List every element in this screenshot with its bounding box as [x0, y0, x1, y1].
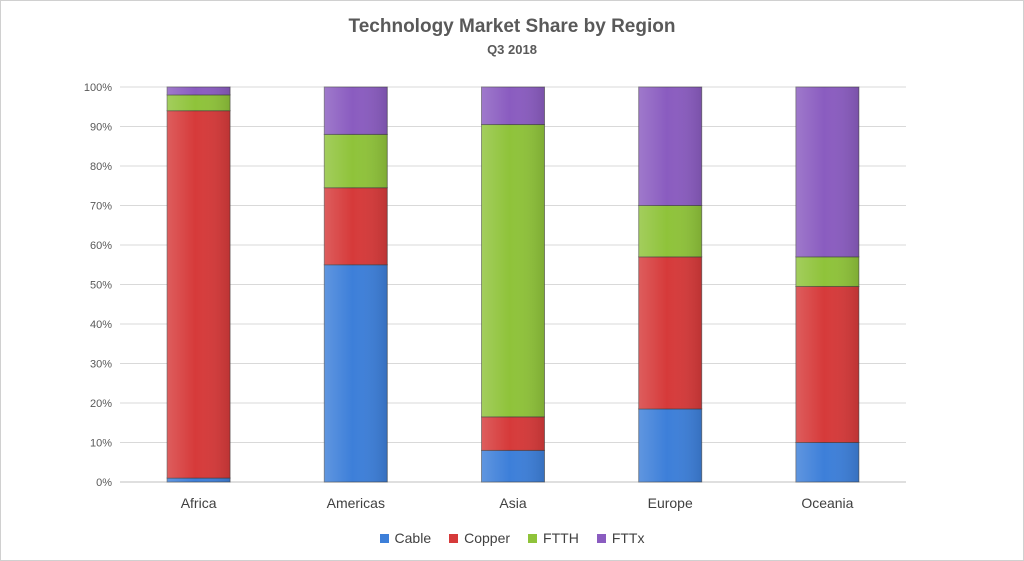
legend-swatch: [449, 534, 459, 543]
bar-shading: [795, 286, 859, 443]
legend-label: Cable: [394, 530, 432, 546]
bar-shading: [795, 87, 859, 257]
legend-item-ftth: FTTH: [528, 530, 579, 546]
bar-shading: [638, 87, 702, 206]
legend-item-fttx: FTTx: [596, 530, 645, 546]
bar-shading: [167, 94, 231, 111]
bar-shading: [324, 187, 388, 265]
legend-label: FTTx: [611, 530, 645, 546]
bar-shading: [324, 87, 388, 135]
bars: [166, 86, 860, 483]
bar-shading: [324, 134, 388, 188]
y-tick-label: 10%: [90, 438, 112, 450]
y-tick-label: 40%: [90, 319, 112, 331]
legend-label: Copper: [464, 530, 511, 546]
x-category-label: Asia: [499, 495, 526, 511]
bar-shading: [167, 478, 231, 482]
bar-shading: [795, 256, 859, 287]
legend: Cable Copper FTTH FTTx: [0, 530, 1024, 546]
x-category-label: Europe: [648, 495, 693, 511]
y-tick-label: 0%: [96, 477, 112, 489]
x-category-label: Oceania: [801, 495, 853, 511]
legend-swatch: [596, 534, 606, 543]
legend-swatch: [528, 534, 538, 543]
x-category-label: Americas: [327, 495, 385, 511]
y-tick-label: 30%: [90, 359, 112, 371]
x-category-label: Africa: [181, 495, 217, 511]
bar-shading: [481, 416, 545, 451]
bar-shading: [167, 87, 231, 95]
bar-shading: [481, 124, 545, 417]
legend-swatch: [379, 534, 389, 543]
y-tick-label: 50%: [90, 280, 112, 292]
x-axis-labels: Africa Americas Asia Europe Oceania: [181, 495, 854, 511]
bar-shading: [481, 87, 545, 125]
bar-shading: [795, 442, 859, 482]
y-axis-ticks: 0% 10% 20% 30% 40% 50% 60% 70% 80% 90% 100%: [84, 82, 112, 489]
y-tick-label: 70%: [90, 201, 112, 213]
y-tick-label: 100%: [84, 82, 112, 94]
chart-subtitle: Q3 2018: [487, 42, 537, 57]
bar-shading: [167, 110, 231, 479]
y-tick-label: 20%: [90, 398, 112, 410]
legend-item-copper: Copper: [449, 530, 510, 546]
legend-item-cable: Cable: [379, 530, 432, 546]
bar-shading: [638, 408, 702, 482]
y-tick-label: 80%: [90, 161, 112, 173]
y-tick-label: 60%: [90, 240, 112, 252]
bar-shading: [324, 264, 388, 482]
y-tick-label: 90%: [90, 122, 112, 134]
legend-label: FTTH: [543, 530, 579, 546]
bar-shading: [638, 205, 702, 257]
bar-shading: [638, 256, 702, 409]
bar-shading: [481, 450, 545, 482]
chart-title: Technology Market Share by Region: [348, 16, 676, 37]
